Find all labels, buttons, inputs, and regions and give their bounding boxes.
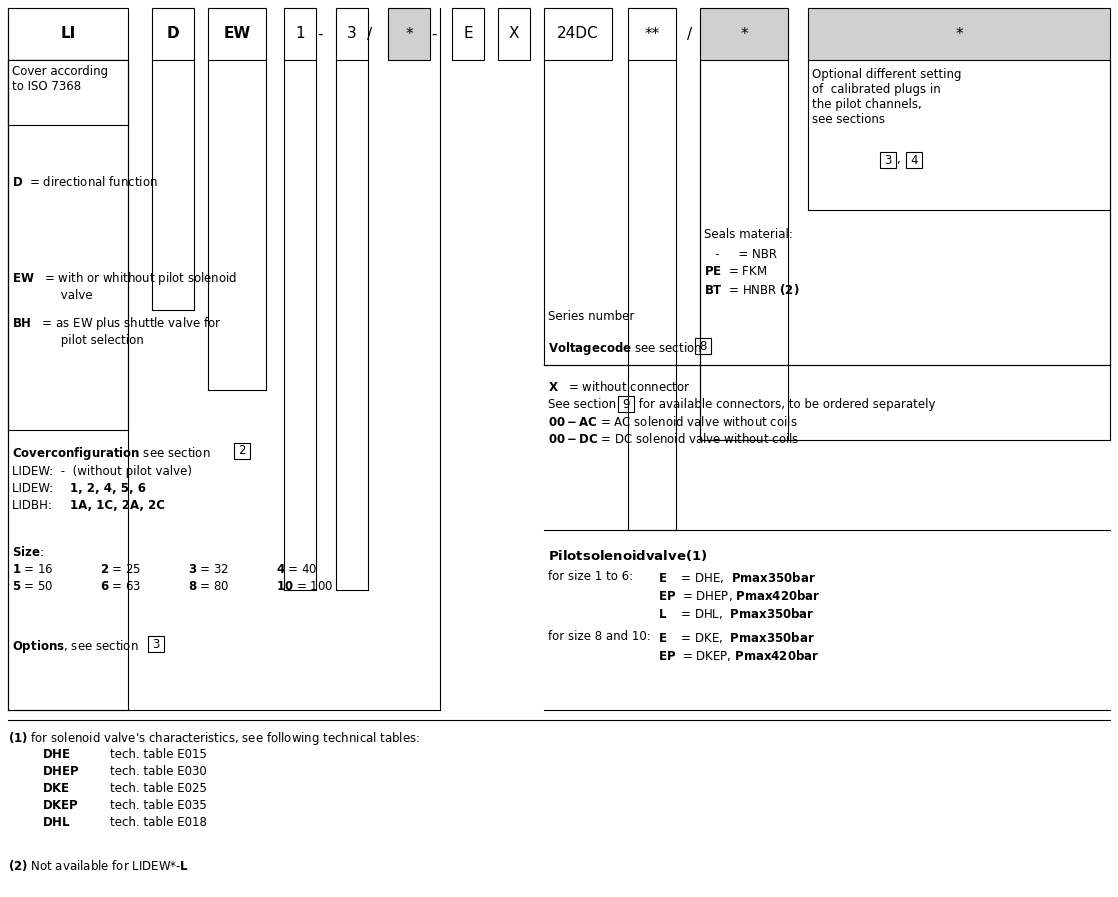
Text: $\mathbf{00-DC}$ = DC solenoid valve without coils: $\mathbf{00-DC}$ = DC solenoid valve wit… bbox=[548, 432, 799, 446]
Text: tech. table E025: tech. table E025 bbox=[110, 782, 207, 795]
Text: $\mathbf{BT}$  = HNBR $\mathbf{(2)}$: $\mathbf{BT}$ = HNBR $\mathbf{(2)}$ bbox=[704, 282, 799, 297]
Text: $\mathbf{6}$ = 63: $\mathbf{6}$ = 63 bbox=[100, 580, 142, 593]
Bar bbox=[906, 152, 922, 168]
Text: 3: 3 bbox=[884, 153, 892, 167]
Text: $\mathbf{(2)}$ Not available for LIDEW*-$\mathbf{{L}}$: $\mathbf{(2)}$ Not available for LIDEW*-… bbox=[8, 858, 189, 873]
Text: 3: 3 bbox=[347, 27, 357, 41]
Text: LIDEW:  -  (without pilot valve): LIDEW: - (without pilot valve) bbox=[12, 465, 192, 478]
Text: $\mathbf{X}$   = without connector: $\mathbf{X}$ = without connector bbox=[548, 380, 691, 394]
Text: See section: See section bbox=[548, 398, 619, 411]
Text: $\mathbf{EP}$  = DHEP, $\mathbf{Pmax 420 bar}$: $\mathbf{EP}$ = DHEP, $\mathbf{Pmax 420 … bbox=[659, 588, 821, 603]
Text: -: - bbox=[318, 27, 323, 41]
Text: $\mathbf{DHL}$: $\mathbf{DHL}$ bbox=[42, 816, 70, 829]
Bar bbox=[452, 8, 484, 60]
Text: E: E bbox=[463, 27, 473, 41]
Text: 1A, 1C, 2A, 2C: 1A, 1C, 2A, 2C bbox=[70, 499, 165, 512]
Text: -: - bbox=[432, 27, 437, 41]
Bar bbox=[8, 8, 127, 60]
Text: $\mathbf{Cover configuration}$ see section: $\mathbf{Cover configuration}$ see secti… bbox=[12, 445, 211, 462]
Text: $\mathbf{D}$  = directional function: $\mathbf{D}$ = directional function bbox=[12, 175, 158, 189]
Text: -     = NBR: - = NBR bbox=[704, 248, 777, 261]
Text: $\mathbf{Pilot solenoid valve (1)}$: $\mathbf{Pilot solenoid valve (1)}$ bbox=[548, 548, 708, 563]
Text: EW: EW bbox=[224, 27, 250, 41]
Text: $\mathbf{L}$    = DHL,  $\mathbf{Pmax 350 bar}$: $\mathbf{L}$ = DHL, $\mathbf{Pmax 350 ba… bbox=[659, 606, 815, 621]
Text: Series number: Series number bbox=[548, 310, 634, 323]
Text: Cover according
to ISO 7368: Cover according to ISO 7368 bbox=[12, 65, 108, 93]
Bar bbox=[628, 8, 676, 60]
Bar bbox=[695, 338, 711, 354]
Text: LI: LI bbox=[60, 27, 76, 41]
Text: Optional different setting
of  calibrated plugs in
the pilot channels,
see secti: Optional different setting of calibrated… bbox=[812, 68, 961, 126]
Text: $\mathbf{E}$    = DKE,  $\mathbf{Pmax 350 bar}$: $\mathbf{E}$ = DKE, $\mathbf{Pmax 350 ba… bbox=[659, 630, 815, 645]
Text: Seals material:: Seals material: bbox=[704, 228, 793, 241]
Text: tech. table E035: tech. table E035 bbox=[110, 799, 207, 812]
Bar bbox=[8, 60, 127, 125]
Text: $\mathbf{BH}$   = as EW plus shuttle valve for
             pilot selection: $\mathbf{BH}$ = as EW plus shuttle valve… bbox=[12, 315, 221, 347]
Text: $\mathbf{PE}$  = FKM: $\mathbf{PE}$ = FKM bbox=[704, 265, 767, 278]
Bar bbox=[148, 636, 164, 652]
Text: $\mathbf{DHE}$: $\mathbf{DHE}$ bbox=[42, 748, 70, 761]
Text: tech. table E030: tech. table E030 bbox=[110, 765, 207, 778]
Bar bbox=[234, 443, 250, 459]
Bar bbox=[544, 8, 612, 60]
Text: 2: 2 bbox=[238, 445, 246, 457]
Text: $\mathbf{DHEP}$: $\mathbf{DHEP}$ bbox=[42, 765, 79, 778]
Text: 1, 2, 4, 5, 6: 1, 2, 4, 5, 6 bbox=[70, 482, 146, 495]
Text: 3: 3 bbox=[152, 638, 160, 650]
Text: for size 8 and 10:: for size 8 and 10: bbox=[548, 630, 651, 643]
Text: tech. table E018: tech. table E018 bbox=[110, 816, 207, 829]
Bar bbox=[284, 8, 316, 60]
Text: D: D bbox=[167, 27, 179, 41]
Text: $\mathbf{(1)}$ for solenoid valve's characteristics, see following technical tab: $\mathbf{(1)}$ for solenoid valve's char… bbox=[8, 730, 420, 747]
Bar bbox=[152, 8, 195, 60]
Text: $\mathbf{4}$ = 40: $\mathbf{4}$ = 40 bbox=[276, 563, 318, 576]
Text: *: * bbox=[405, 27, 413, 41]
Text: LIDBH:: LIDBH: bbox=[12, 499, 59, 512]
Bar bbox=[498, 8, 530, 60]
Bar bbox=[808, 8, 1110, 60]
Text: *: * bbox=[955, 27, 963, 41]
Text: $\mathbf{00-AC}$ = AC solenoid valve without coils: $\mathbf{00-AC}$ = AC solenoid valve wit… bbox=[548, 415, 797, 429]
Text: X: X bbox=[509, 27, 519, 41]
Text: /: / bbox=[368, 27, 372, 41]
Text: $\mathbf{1}$ = 16: $\mathbf{1}$ = 16 bbox=[12, 563, 54, 576]
Text: 8: 8 bbox=[700, 339, 707, 353]
Bar bbox=[700, 8, 788, 60]
Bar bbox=[208, 8, 266, 60]
Text: /: / bbox=[688, 27, 692, 41]
Text: $\mathbf{E}$    = DHE,  $\mathbf{Pmax 350 bar}$: $\mathbf{E}$ = DHE, $\mathbf{Pmax 350 ba… bbox=[659, 570, 816, 585]
Text: $\mathbf{Size}$:: $\mathbf{Size}$: bbox=[12, 545, 44, 559]
Text: $\mathbf{DKEP}$: $\mathbf{DKEP}$ bbox=[42, 799, 79, 812]
Text: $\mathbf{2}$ = 25: $\mathbf{2}$ = 25 bbox=[100, 563, 141, 576]
Bar bbox=[880, 152, 896, 168]
Text: 24DC: 24DC bbox=[557, 27, 599, 41]
Bar bbox=[618, 396, 634, 412]
Text: for size 1 to 6:: for size 1 to 6: bbox=[548, 570, 633, 583]
Text: $\mathbf{3}$ = 32: $\mathbf{3}$ = 32 bbox=[188, 563, 229, 576]
Text: **: ** bbox=[644, 27, 660, 41]
Text: for available connectors, to be ordered separately: for available connectors, to be ordered … bbox=[635, 398, 936, 411]
Text: $\mathbf{DKE}$: $\mathbf{DKE}$ bbox=[42, 782, 70, 795]
Text: 9: 9 bbox=[623, 397, 629, 411]
Text: $\mathbf{EP}$  = DKEP, $\mathbf{Pmax 420 bar}$: $\mathbf{EP}$ = DKEP, $\mathbf{Pmax 420 … bbox=[659, 648, 819, 663]
Bar bbox=[388, 8, 430, 60]
Text: *: * bbox=[740, 27, 748, 41]
Text: $\mathbf{10}$ = 100: $\mathbf{10}$ = 100 bbox=[276, 580, 333, 593]
Bar bbox=[8, 60, 127, 430]
Text: $\mathbf{Options}$, see section: $\mathbf{Options}$, see section bbox=[12, 638, 140, 655]
Text: 4: 4 bbox=[910, 153, 918, 167]
Text: 1: 1 bbox=[295, 27, 305, 41]
Text: $\mathbf{EW}$   = with or whithout pilot solenoid
             valve: $\mathbf{EW}$ = with or whithout pilot s… bbox=[12, 270, 237, 302]
Text: $\mathbf{5}$ = 50: $\mathbf{5}$ = 50 bbox=[12, 580, 54, 593]
Text: LIDEW:: LIDEW: bbox=[12, 482, 60, 495]
Text: ,: , bbox=[897, 153, 904, 167]
Text: tech. table E015: tech. table E015 bbox=[110, 748, 207, 761]
Text: $\mathbf{8}$ = 80: $\mathbf{8}$ = 80 bbox=[188, 580, 229, 593]
Text: $\mathbf{Voltage code}$ see section: $\mathbf{Voltage code}$ see section bbox=[548, 340, 703, 357]
Bar bbox=[337, 8, 368, 60]
